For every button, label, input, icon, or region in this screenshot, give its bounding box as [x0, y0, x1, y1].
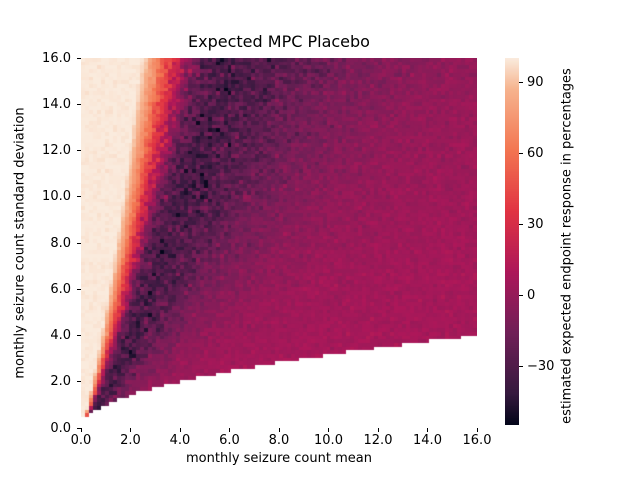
- x-tick-mark: [229, 428, 230, 432]
- y-tick-mark: [77, 335, 81, 336]
- x-tick-label: 0.0: [70, 433, 92, 448]
- x-tick-label: 2.0: [120, 433, 141, 448]
- y-tick-mark: [77, 196, 81, 198]
- colorbar-canvas: [505, 58, 519, 425]
- y-tick-mark: [77, 242, 81, 244]
- x-tick-mark: [179, 428, 181, 432]
- colorbar-tick-mark: [519, 295, 523, 297]
- x-tick-mark: [130, 428, 131, 432]
- colorbar-tick-mark: [519, 153, 523, 155]
- x-tick-mark: [476, 428, 478, 432]
- y-tick-mark: [77, 57, 81, 59]
- heatmap-canvas: [81, 58, 477, 428]
- y-tick-label: 10.0: [42, 189, 71, 205]
- x-tick-label: 12.0: [363, 433, 393, 448]
- x-tick-mark: [427, 428, 428, 432]
- chart-title: Expected MPC Placebo: [188, 32, 370, 51]
- x-tick-mark: [328, 428, 329, 432]
- y-tick-mark: [77, 427, 81, 429]
- colorbar-tick-mark: [519, 82, 523, 84]
- colorbar-tick-label: 30: [527, 217, 544, 233]
- colorbar-tick-mark: [519, 366, 523, 368]
- colorbar-tick-mark: [519, 224, 523, 226]
- colorbar-tick-label: −30: [527, 359, 555, 375]
- x-tick-label: 4.0: [169, 433, 191, 448]
- x-tick-mark: [377, 428, 379, 432]
- x-axis-label: monthly seizure count mean: [186, 451, 372, 466]
- x-tick-label: 8.0: [268, 433, 290, 448]
- colorbar-tick-label: 0: [527, 288, 536, 304]
- y-tick-label: 16.0: [42, 50, 71, 66]
- x-tick-mark: [278, 428, 280, 432]
- y-tick-mark: [77, 381, 81, 383]
- colorbar-label: estimated expected endpoint response in …: [559, 68, 575, 424]
- x-tick-label: 6.0: [219, 433, 240, 448]
- x-tick-mark: [80, 428, 82, 432]
- y-tick-label: 4.0: [50, 328, 71, 343]
- y-tick-label: 14.0: [42, 96, 71, 112]
- y-tick-mark: [77, 103, 81, 105]
- colorbar-tick-label: 60: [527, 146, 544, 162]
- x-tick-label: 16.0: [462, 433, 492, 448]
- y-tick-mark: [77, 288, 81, 290]
- y-tick-label: 12.0: [42, 143, 71, 158]
- y-tick-label: 6.0: [50, 281, 71, 297]
- colorbar-tick-label: 90: [527, 75, 544, 91]
- y-tick-mark: [77, 150, 81, 151]
- y-tick-label: 8.0: [50, 235, 71, 251]
- x-tick-label: 10.0: [314, 433, 343, 448]
- y-tick-label: 2.0: [50, 374, 71, 390]
- y-tick-label: 0.0: [50, 420, 71, 436]
- x-tick-label: 14.0: [413, 433, 442, 448]
